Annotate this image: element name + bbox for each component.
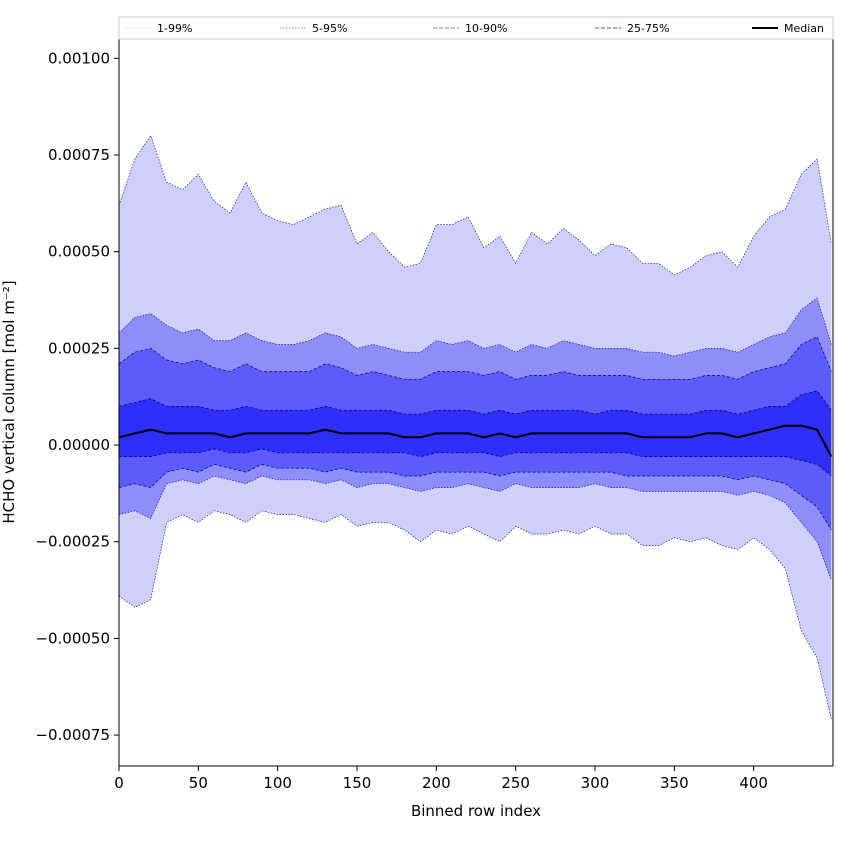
line-1-99%-lower (118, 510, 832, 720)
percentile-lines (118, 134, 833, 720)
x-tick-label: 250 (501, 774, 530, 792)
x-tick-label: 400 (739, 774, 768, 792)
x-tick-label: 0 (114, 774, 124, 792)
x-tick-label: 200 (422, 774, 451, 792)
legend-box (118, 16, 834, 40)
line-10-90%-lower (118, 464, 832, 531)
x-tick-label: 50 (189, 774, 208, 792)
legend-label: Median (784, 22, 824, 35)
line-10-90%-upper (118, 336, 832, 380)
x-axis: 0 50 100 150 200 250 300 350 400 (114, 766, 768, 792)
x-axis-label: Binned row index (411, 802, 541, 820)
y-tick-label: 0.00100 (48, 49, 110, 67)
y-tick-label: 0.00025 (48, 339, 110, 357)
line-25-75%-upper (118, 390, 832, 415)
line-25-75%-lower (119, 448, 832, 477)
line-5-95%-upper (118, 297, 832, 357)
y-tick-label: 0.00000 (48, 436, 110, 454)
x-tick-label: 100 (263, 774, 292, 792)
line-median (118, 424, 833, 458)
x-tick-label: 300 (581, 774, 610, 792)
y-tick-label: −0.00050 (35, 629, 110, 647)
y-axis: 0.00100 0.00075 0.00050 0.00025 0.00000 −0.00… (35, 49, 119, 744)
legend-label: 25-75% (627, 22, 669, 35)
x-tick-label: 350 (660, 774, 689, 792)
y-axis-label: HCHO vertical column [mol m⁻²] (0, 280, 18, 523)
y-tick-label: −0.00025 (35, 533, 110, 551)
legend-label: 1-99% (157, 22, 192, 35)
line-1-99%-upper (118, 134, 832, 276)
legend-label: 10-90% (465, 22, 507, 35)
band-25-75% (119, 390, 832, 476)
percentile-bands (119, 135, 832, 720)
y-tick-label: 0.00050 (48, 243, 110, 261)
legend-label: 5-95% (312, 22, 347, 35)
y-tick-label: 0.00075 (48, 146, 110, 164)
legend: 1-99% 5-95% 10-90% 25-75% Median (118, 16, 834, 40)
x-tick-label: 150 (343, 774, 372, 792)
y-tick-label: −0.00075 (35, 726, 110, 744)
